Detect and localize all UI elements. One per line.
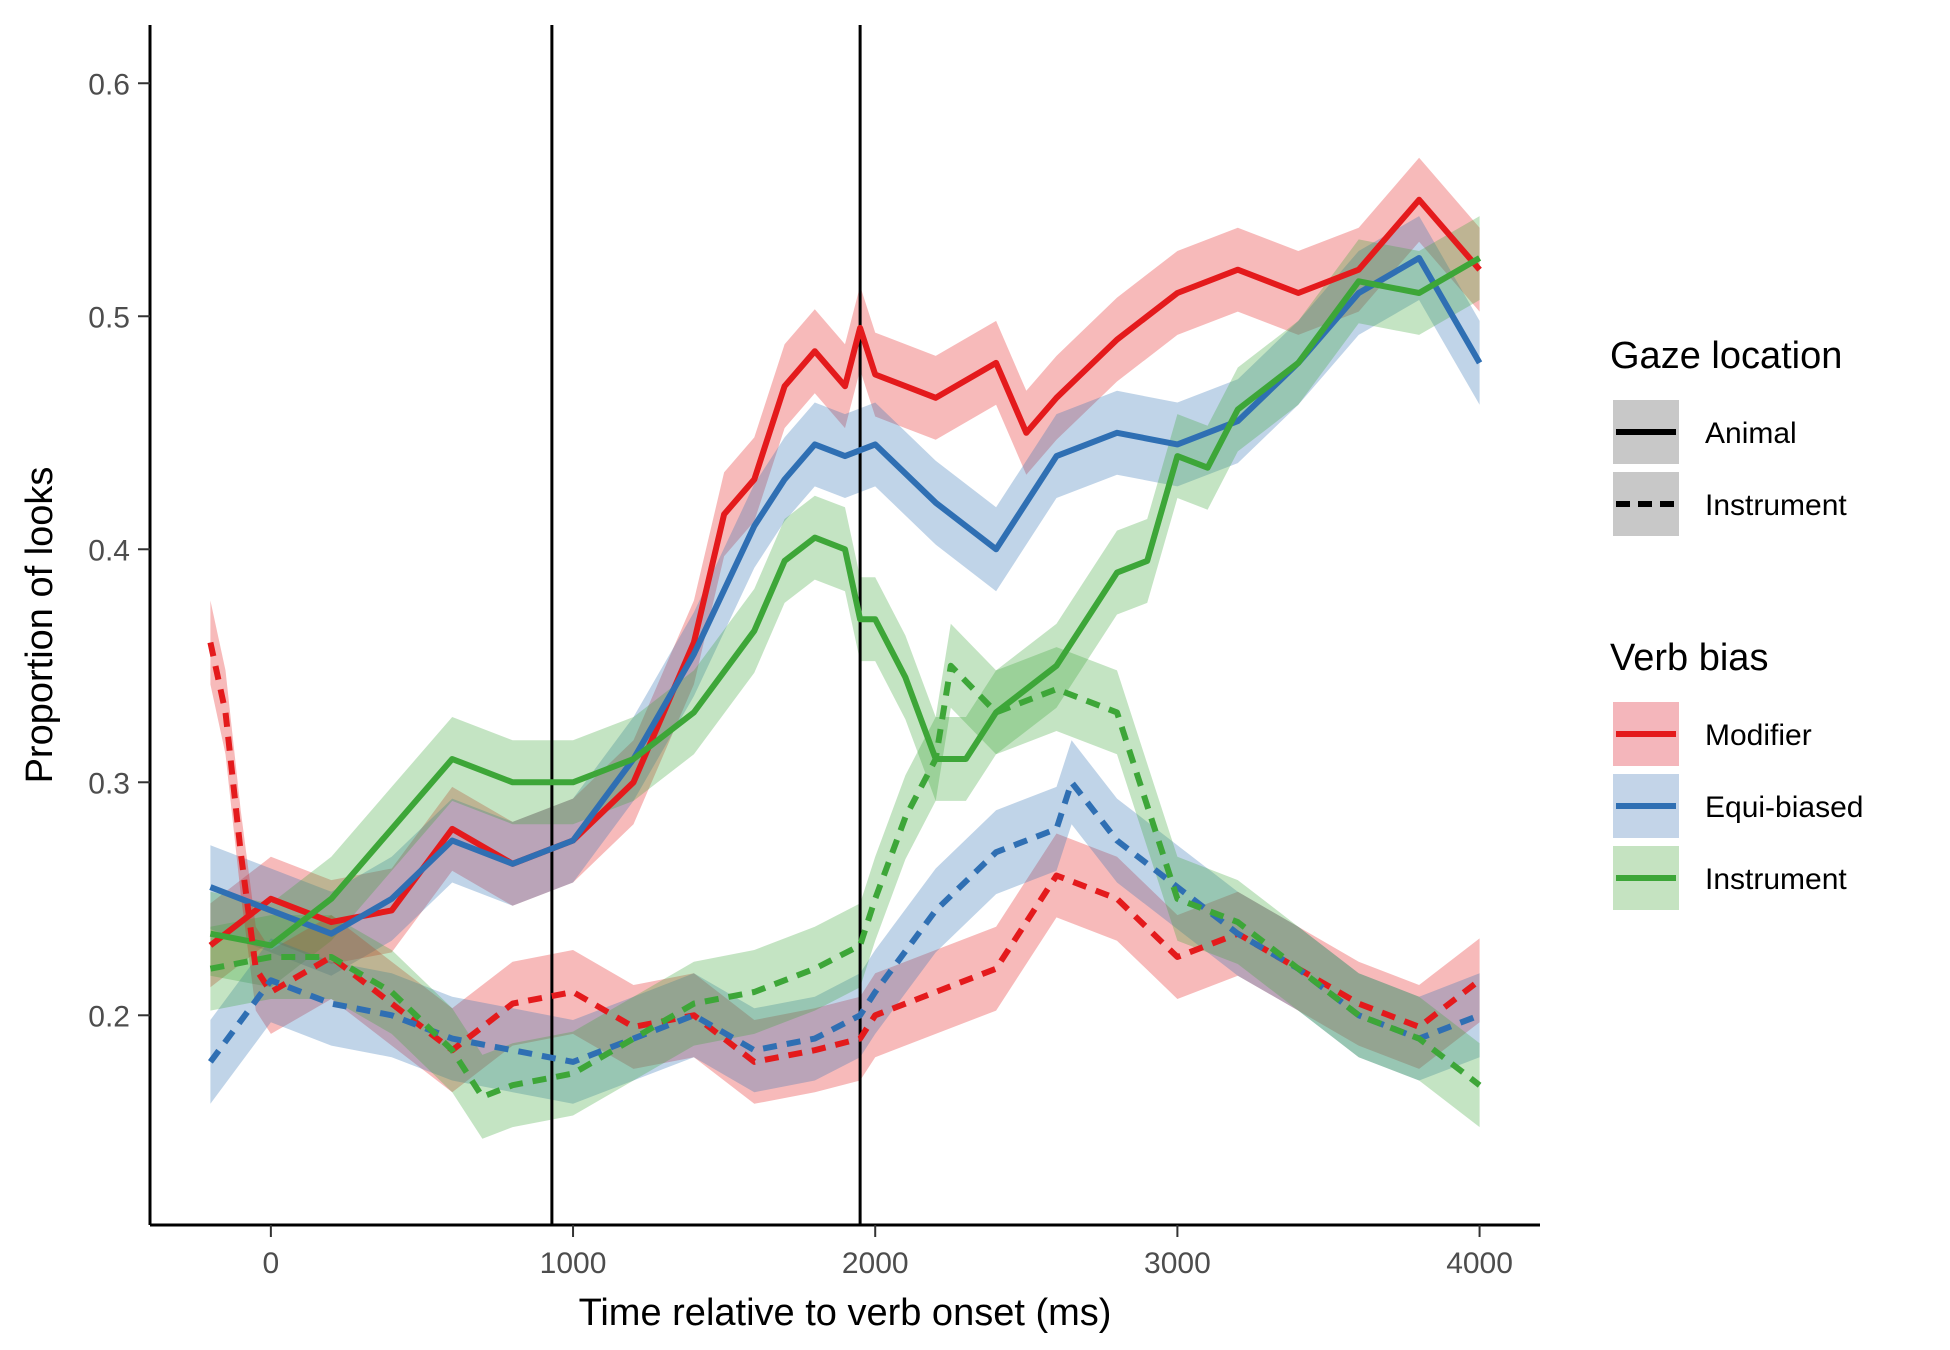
x-axis-title: Time relative to verb onset (ms): [579, 1292, 1112, 1334]
legend-label-animal: Animal: [1705, 417, 1797, 450]
y-tick-label: 0.6: [88, 68, 130, 101]
y-tick-label: 0.3: [88, 767, 130, 800]
reference-lines: [550, 25, 862, 1225]
legend: Gaze location Animal Instrument Verb bia…: [1610, 335, 1863, 910]
x-tick-label: 4000: [1446, 1247, 1513, 1280]
band-modifier-animal: [210, 157, 1480, 988]
axis-ticks: 0 1000 2000 3000 4000 0.2 0.3 0.4 0.5 0.6: [88, 68, 1513, 1280]
band-modifier-instrument: [210, 600, 1480, 1104]
legend-label-instrument-bias: Instrument: [1705, 863, 1847, 896]
y-tick-label: 0.2: [88, 1000, 130, 1033]
legend-title-verb-bias: Verb bias: [1610, 637, 1768, 679]
band-equi-biased-instrument: [210, 740, 1480, 1104]
legend-label-instrument-gaze: Instrument: [1705, 489, 1847, 522]
band-equi-biased-animal: [210, 216, 1480, 976]
axes: [148, 25, 1540, 1227]
legend-label-modifier: Modifier: [1705, 719, 1812, 752]
x-tick-label: 2000: [842, 1247, 909, 1280]
series-line-modifier-animal: [208, 196, 1482, 948]
legend-label-equi-biased: Equi-biased: [1705, 791, 1863, 824]
legend-title-gaze: Gaze location: [1610, 335, 1842, 377]
y-tick-label: 0.5: [88, 301, 130, 334]
series-line-equi-biased-animal: [209, 255, 1483, 937]
series-line-modifier-instrument: [207, 641, 1482, 1065]
series-lines: [207, 196, 1483, 1100]
y-axis-title: Proportion of looks: [19, 467, 61, 784]
series-line-instrument-animal: [209, 255, 1482, 949]
band-instrument-animal: [210, 216, 1480, 988]
confidence-bands: [210, 157, 1480, 1139]
band-instrument-instrument: [210, 623, 1480, 1139]
x-tick-label: 0: [263, 1247, 280, 1280]
y-tick-label: 0.4: [88, 534, 130, 567]
x-tick-label: 1000: [540, 1247, 607, 1280]
x-tick-label: 3000: [1144, 1247, 1211, 1280]
